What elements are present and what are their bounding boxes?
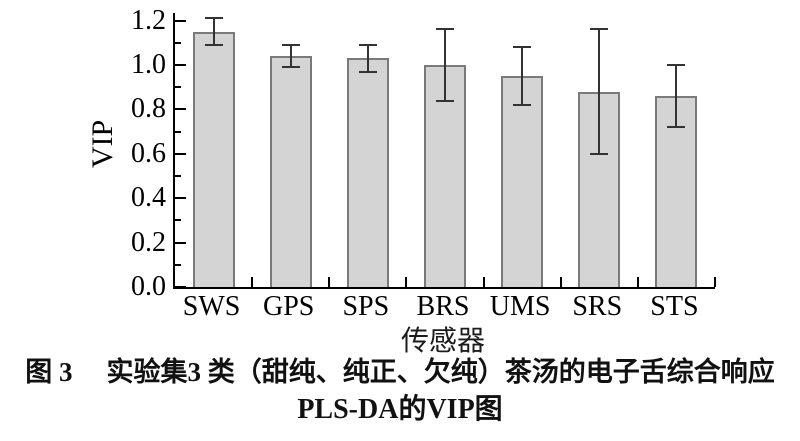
y-axis-minor-tick <box>175 219 181 222</box>
error-bar-line <box>289 45 292 68</box>
error-bar-line <box>598 29 601 154</box>
bar-sws <box>192 31 235 287</box>
caption-line-2: PLS-DA的VIP图 <box>297 394 503 425</box>
error-bar-line <box>366 45 369 72</box>
error-bar-cap-bottom <box>513 103 532 106</box>
error-bar-line <box>675 65 678 128</box>
y-axis-major-tick <box>175 197 186 200</box>
error-bar-line <box>212 18 215 45</box>
x-category-label-sws: SWS <box>182 291 241 322</box>
y-axis-minor-tick <box>175 86 181 89</box>
y-tick-label: 1.0 <box>131 49 166 80</box>
bar-sps <box>346 58 389 287</box>
plot-area <box>173 13 716 289</box>
y-tick-label: 0.8 <box>131 93 166 125</box>
x-category-label-sps: SPS <box>342 291 390 322</box>
x-axis-tick <box>636 277 639 287</box>
caption-line-1: 图 3 实验集3 类（甜纯、纯正、欠纯）茶汤的电子舌综合响应 <box>0 353 800 391</box>
error-bar-line <box>444 29 446 101</box>
x-axis-tick <box>559 277 562 287</box>
caption-text: 实验集3 类（甜纯、纯正、欠纯）茶汤的电子舌综合响应 <box>106 357 775 387</box>
error-bar-cap-top <box>590 28 609 31</box>
bar-gps <box>269 56 312 287</box>
y-axis-major-tick <box>175 19 186 22</box>
y-axis-major-tick <box>175 241 186 244</box>
y-axis-major-tick <box>175 64 186 66</box>
y-tick-label: 0.2 <box>131 226 166 258</box>
error-bar-cap-top <box>513 46 532 49</box>
y-axis-major-tick <box>175 108 186 111</box>
y-tick-label: 0.0 <box>131 271 166 302</box>
x-category-label-sts: STS <box>650 291 699 322</box>
x-axis-tick <box>405 277 408 287</box>
bar-ums <box>501 76 544 287</box>
error-bar-cap-bottom <box>667 126 686 129</box>
y-axis-minor-tick <box>175 263 181 266</box>
error-bar-cap-bottom <box>436 99 454 102</box>
x-category-label-srs: SRS <box>572 291 623 322</box>
x-axis-tick <box>482 277 485 287</box>
y-tick-label: 0.6 <box>131 137 166 169</box>
figure-caption: 图 3 实验集3 类（甜纯、纯正、欠纯）茶汤的电子舌综合响应 PLS-DA的VIP… <box>0 353 800 429</box>
y-axis-minor-tick <box>175 41 181 44</box>
y-axis-minor-tick <box>175 175 181 177</box>
bar-brs <box>424 65 466 287</box>
error-bar-cap-top <box>436 28 454 31</box>
y-axis-minor-tick <box>175 130 181 133</box>
y-tick-label: 1.2 <box>131 4 166 36</box>
x-category-label-ums: UMS <box>489 291 551 322</box>
error-bar-line <box>521 47 524 105</box>
x-category-label-brs: BRS <box>416 291 470 322</box>
y-axis-major-tick <box>175 152 186 155</box>
caption-figure-number: 图 3 <box>25 357 73 387</box>
y-axis-tick-labels: 0.0 0.2 0.4 0.6 0.8 1.0 1.2 <box>0 0 166 302</box>
error-bar-cap-top <box>358 44 377 47</box>
error-bar-cap-top <box>667 64 686 66</box>
error-bar-cap-bottom <box>281 66 300 69</box>
error-bar-cap-top <box>281 44 300 47</box>
error-bar-cap-bottom <box>590 152 609 155</box>
error-bar-cap-top <box>204 17 223 20</box>
y-axis-major-tick <box>175 286 186 288</box>
x-axis-title: 传感器 <box>400 326 486 357</box>
x-axis-tick <box>328 277 331 287</box>
error-bar-cap-bottom <box>358 70 377 73</box>
x-axis-tick <box>251 277 254 287</box>
error-bar-cap-bottom <box>204 44 223 47</box>
x-axis-tick <box>714 277 716 287</box>
x-category-label-gps: GPS <box>263 291 315 322</box>
y-tick-label: 0.4 <box>131 182 166 214</box>
